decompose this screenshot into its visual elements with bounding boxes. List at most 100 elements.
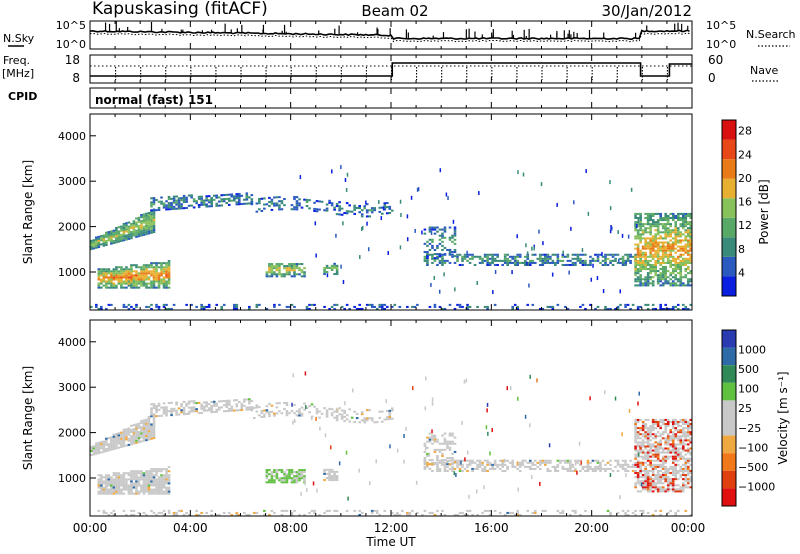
velocity-cell xyxy=(436,457,439,460)
power-cell xyxy=(679,235,683,238)
velocity-cell xyxy=(175,413,178,416)
velocity-cell xyxy=(506,511,509,514)
velocity-cell xyxy=(624,513,627,516)
power-cell xyxy=(152,218,156,221)
velocity-cell xyxy=(689,478,693,481)
velocity-cell xyxy=(177,509,181,512)
velocity-cell xyxy=(265,411,269,414)
velocity-cell xyxy=(295,410,299,413)
velocity-cell xyxy=(671,480,675,483)
power-cell xyxy=(167,262,171,265)
power-cell xyxy=(671,247,675,250)
velocity-cell xyxy=(436,465,439,468)
velocity-cell xyxy=(263,413,266,416)
velocity-cell xyxy=(122,441,126,444)
velocity-cell xyxy=(664,490,668,493)
velocity-cell xyxy=(686,459,690,462)
power-cell xyxy=(661,227,665,230)
velocity-cell xyxy=(461,469,464,472)
power-cell xyxy=(661,270,665,273)
velocity-cell xyxy=(102,440,106,443)
power-cell xyxy=(581,259,585,262)
power-cell xyxy=(127,270,131,273)
power-cell xyxy=(674,263,678,266)
velocity-cell xyxy=(644,445,647,448)
velocity-cell xyxy=(661,459,665,462)
velocity-cell xyxy=(117,486,121,489)
power-cell xyxy=(333,264,336,267)
power-cell xyxy=(398,305,402,308)
velocity-cell xyxy=(167,470,171,473)
power-cell xyxy=(486,305,489,308)
power-cell xyxy=(383,208,387,211)
velocity-cell xyxy=(518,463,522,466)
power-cell xyxy=(335,202,339,205)
velocity-cell xyxy=(664,457,668,460)
power-cell xyxy=(634,272,637,275)
power-cell xyxy=(636,235,640,238)
power-cell xyxy=(132,276,136,279)
velocity-cell xyxy=(681,431,685,434)
power-cell xyxy=(493,253,497,256)
power-cell xyxy=(190,204,193,207)
velocity-cell xyxy=(227,407,231,410)
power-cell xyxy=(649,263,652,266)
power-cell xyxy=(644,263,647,266)
velocity-cell xyxy=(150,492,153,495)
velocity-cell xyxy=(493,461,497,464)
power-cell xyxy=(237,203,241,206)
velocity-cell xyxy=(215,410,219,413)
velocity-cell xyxy=(155,415,158,418)
power-cell xyxy=(584,307,587,310)
power-cell xyxy=(609,307,612,310)
power-cell xyxy=(478,261,482,264)
power-cell xyxy=(689,231,693,234)
velocity-cell xyxy=(669,478,673,481)
power-cell xyxy=(152,212,156,215)
power-cell xyxy=(110,240,113,243)
power-cell xyxy=(649,272,652,275)
power-cell xyxy=(679,219,683,222)
power-cell xyxy=(649,255,652,258)
velocity-cell xyxy=(646,441,650,444)
power-cell xyxy=(669,235,673,238)
power-cell xyxy=(177,201,181,204)
power-cell xyxy=(666,253,670,256)
power-cell xyxy=(651,268,655,271)
power-cell xyxy=(561,253,565,256)
velocity-cell xyxy=(679,437,683,440)
power-cell xyxy=(197,195,201,198)
power-cell xyxy=(439,168,442,173)
power-cell xyxy=(634,223,637,226)
velocity-cell xyxy=(538,463,542,466)
power-cell xyxy=(288,271,291,274)
power-cell xyxy=(180,197,183,200)
power-cell xyxy=(325,266,329,269)
velocity-cell xyxy=(365,417,369,420)
power-cell xyxy=(165,274,168,277)
power-cell xyxy=(320,200,324,203)
velocity-cell xyxy=(391,409,394,412)
velocity-cell xyxy=(669,420,673,423)
velocity-cell xyxy=(686,435,690,438)
velocity-cell xyxy=(95,452,98,455)
velocity-cell xyxy=(202,405,206,408)
velocity-cell xyxy=(423,463,427,466)
velocity-cell xyxy=(285,509,289,512)
power-cell xyxy=(298,267,301,270)
velocity-cell xyxy=(167,509,171,512)
velocity-cell xyxy=(388,417,392,421)
power-cell xyxy=(115,239,118,242)
velocity-cell xyxy=(451,463,454,466)
power-cell xyxy=(112,278,116,281)
power-cell xyxy=(177,197,181,200)
power-cell xyxy=(669,247,673,250)
power-cell xyxy=(684,216,688,220)
velocity-cell xyxy=(666,443,670,446)
power-cell xyxy=(127,268,131,271)
velocity-cell xyxy=(651,469,655,472)
power-cell xyxy=(115,272,118,275)
velocity-cell xyxy=(150,470,153,473)
power-cell xyxy=(556,303,560,306)
power-cell xyxy=(92,239,96,242)
